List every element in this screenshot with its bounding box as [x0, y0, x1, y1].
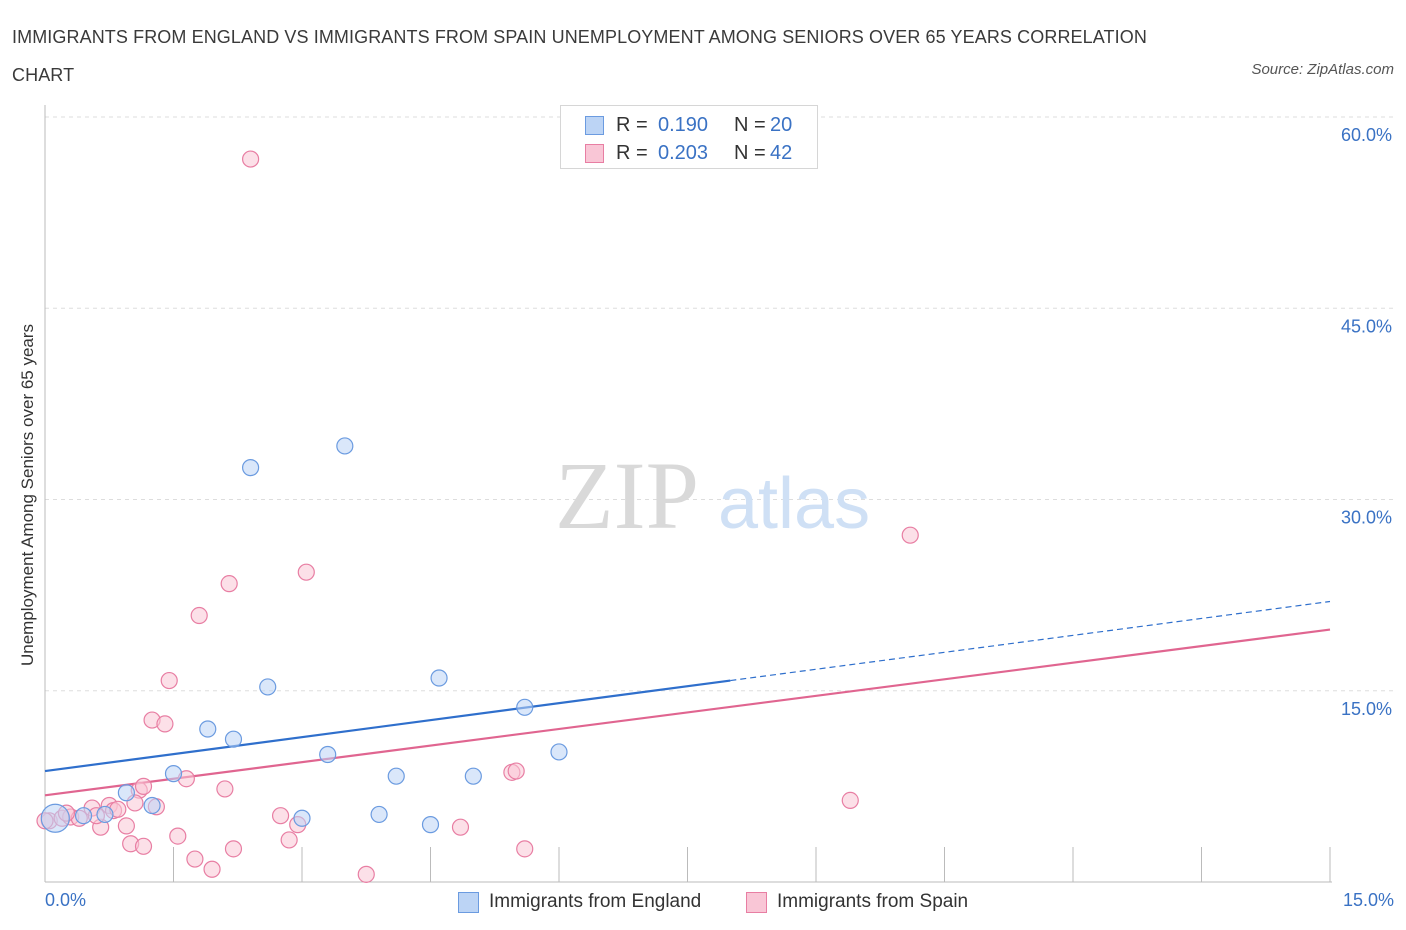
point-england — [199, 720, 217, 738]
point-spain — [160, 671, 178, 690]
legend-n-value: 20 — [770, 113, 793, 136]
point-spain — [216, 780, 234, 798]
point-england — [164, 765, 183, 783]
point-england — [370, 805, 388, 824]
point-spain — [357, 865, 375, 883]
point-spain — [280, 831, 298, 849]
bottom-legend-spain: Immigrants from Spain — [746, 889, 968, 915]
point-spain — [203, 860, 221, 878]
bottom-legend-england: Immigrants from England — [458, 889, 701, 915]
point-england — [550, 743, 568, 761]
gridlines — [45, 116, 1395, 692]
point-england — [259, 678, 277, 696]
point-spain — [901, 526, 919, 544]
legend-n-value: 42 — [770, 141, 793, 164]
legend-r-value: 0.190 — [658, 113, 709, 136]
point-england — [117, 784, 135, 802]
trend-line-spain — [44, 628, 1331, 797]
trend-lines — [44, 600, 1331, 797]
trend-line-england — [44, 679, 731, 773]
legend-n-label: N = — [734, 113, 766, 136]
data-points — [36, 150, 919, 883]
legend-swatch-spain — [585, 143, 604, 163]
point-spain — [134, 837, 153, 855]
point-england — [421, 816, 440, 834]
legend-swatch-england — [585, 115, 604, 135]
point-spain — [186, 850, 204, 868]
point-spain — [134, 777, 153, 795]
point-spain — [190, 606, 208, 625]
x-tick-max: 15.0% — [1342, 890, 1394, 910]
point-england — [293, 809, 311, 827]
point-england — [242, 459, 260, 477]
y-axis-label: Unemployment Among Seniors over 65 years — [18, 323, 37, 667]
point-spain — [169, 827, 187, 845]
point-spain — [297, 563, 315, 581]
axes — [44, 105, 1332, 883]
point-england — [387, 767, 405, 785]
point-spain — [117, 817, 135, 835]
point-spain — [242, 150, 260, 168]
point-spain — [507, 762, 525, 780]
bottom-legend-swatch-england — [458, 891, 479, 913]
point-england — [319, 745, 337, 764]
point-england — [74, 807, 93, 825]
point-england — [336, 437, 354, 455]
source-label: Source: ZipAtlas.com — [1251, 61, 1394, 78]
point-spain — [156, 715, 174, 733]
bottom-legend-label-spain: Immigrants from Spain — [777, 891, 969, 912]
point-england — [143, 796, 161, 815]
legend-r-label: R = — [616, 141, 648, 164]
bottom-legend-swatch-spain — [746, 891, 767, 913]
legend-row-england: R = 0.190 N = 20 — [585, 113, 792, 137]
point-england — [516, 698, 534, 716]
point-england — [96, 805, 114, 824]
y-tick-labels: 15.0% 30.0% 45.0% 60.0% — [1341, 125, 1392, 719]
legend-r-value: 0.203 — [658, 141, 709, 164]
y-tick-label: 30.0% — [1341, 508, 1392, 528]
trend-line-england-extension — [730, 600, 1331, 682]
legend-row-spain: R = 0.203 N = 42 — [585, 141, 792, 165]
point-spain — [220, 575, 238, 593]
point-england — [430, 669, 448, 687]
point-spain — [271, 807, 290, 825]
legend-r-label: R = — [616, 113, 648, 136]
chart-title: IMMIGRANTS FROM ENGLAND VS IMMIGRANTS FR… — [12, 27, 1147, 85]
point-england — [40, 803, 70, 833]
point-spain — [516, 840, 534, 858]
bottom-legend-label-england: Immigrants from England — [489, 891, 702, 912]
point-spain — [451, 818, 470, 836]
y-tick-label: 45.0% — [1341, 316, 1392, 336]
y-tick-label: 15.0% — [1341, 699, 1392, 719]
point-england — [464, 767, 482, 785]
watermark-zip: ZIP — [555, 442, 699, 549]
y-tick-label: 60.0% — [1341, 125, 1392, 145]
watermark: ZIP atlas — [555, 442, 870, 549]
point-england — [224, 730, 243, 748]
point-spain — [224, 840, 243, 858]
point-spain — [841, 791, 859, 810]
x-tick-min: 0.0% — [45, 890, 87, 910]
correlation-legend: R = 0.190 N = 20 R = 0.203 N = 42 — [560, 105, 818, 169]
legend-n-label: N = — [734, 141, 766, 164]
watermark-atlas: atlas — [718, 464, 870, 544]
